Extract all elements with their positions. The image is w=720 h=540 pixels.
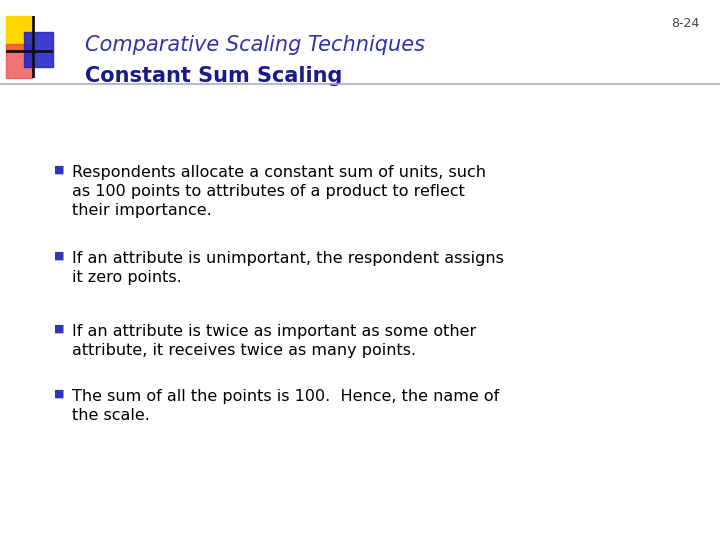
Bar xyxy=(6,16,32,50)
Bar xyxy=(24,32,53,67)
Text: Respondents allocate a constant sum of units, such
as 100 points to attributes o: Respondents allocate a constant sum of u… xyxy=(72,165,486,218)
Text: 8-24: 8-24 xyxy=(672,17,700,30)
Bar xyxy=(6,44,32,78)
Text: Constant Sum Scaling: Constant Sum Scaling xyxy=(85,66,342,86)
Text: ■: ■ xyxy=(54,324,65,334)
Text: Comparative Scaling Techniques: Comparative Scaling Techniques xyxy=(85,35,425,55)
Text: If an attribute is unimportant, the respondent assigns
it zero points.: If an attribute is unimportant, the resp… xyxy=(72,251,504,285)
Text: The sum of all the points is 100.  Hence, the name of
the scale.: The sum of all the points is 100. Hence,… xyxy=(72,389,499,423)
Text: ■: ■ xyxy=(54,389,65,399)
Text: ■: ■ xyxy=(54,165,65,175)
Text: ■: ■ xyxy=(54,251,65,261)
Text: If an attribute is twice as important as some other
attribute, it receives twice: If an attribute is twice as important as… xyxy=(72,324,476,358)
